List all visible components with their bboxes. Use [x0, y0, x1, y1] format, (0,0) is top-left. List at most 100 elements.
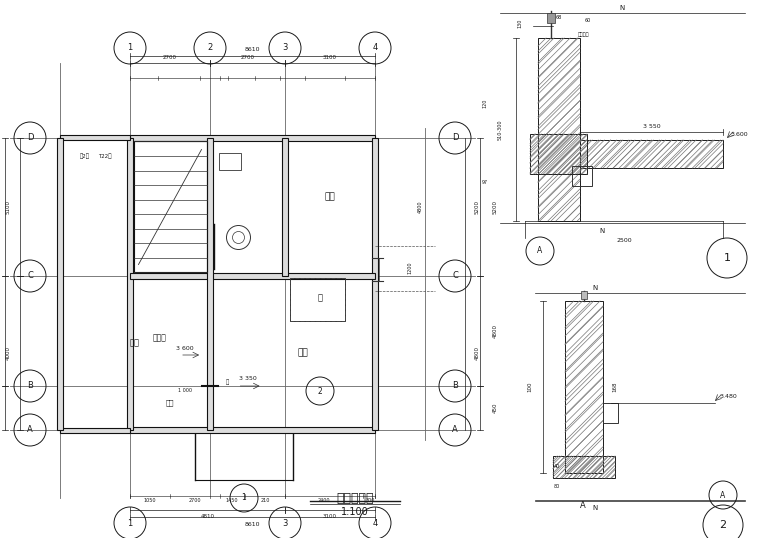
Text: B: B	[27, 381, 33, 391]
Text: 上2跑: 上2跑	[80, 153, 90, 159]
Text: N: N	[592, 285, 597, 291]
Text: 4810: 4810	[201, 513, 214, 519]
Text: 2400: 2400	[318, 499, 331, 504]
Bar	[58, 138, 62, 430]
Bar	[290, 278, 345, 321]
Bar	[565, 301, 603, 473]
Text: A: A	[720, 491, 726, 499]
Text: 1: 1	[128, 44, 133, 53]
Text: 5200: 5200	[474, 200, 480, 214]
Text: 2700: 2700	[240, 55, 255, 60]
Text: 300: 300	[366, 499, 375, 504]
Text: 130: 130	[518, 18, 523, 27]
Text: 4: 4	[372, 44, 378, 53]
Bar	[134, 141, 207, 273]
Text: 2: 2	[720, 520, 727, 530]
Text: C: C	[452, 272, 458, 280]
Text: 1: 1	[128, 519, 133, 527]
Text: 3100: 3100	[323, 55, 337, 60]
Bar	[580, 140, 723, 168]
Bar	[219, 153, 240, 169]
Text: 100: 100	[527, 382, 533, 392]
Text: 3 600: 3 600	[176, 345, 194, 350]
Bar	[130, 427, 375, 433]
Text: 书房室: 书房室	[153, 334, 167, 343]
Bar	[603, 403, 618, 423]
Text: 卡: 卡	[318, 294, 322, 302]
Text: 1:100: 1:100	[341, 507, 369, 517]
Text: 轻质墙土: 轻质墙土	[578, 32, 589, 38]
Text: 4800: 4800	[474, 346, 480, 360]
Text: 4000: 4000	[5, 346, 11, 360]
Text: 5200: 5200	[492, 200, 498, 214]
Bar	[553, 456, 615, 478]
Text: 168: 168	[613, 382, 617, 392]
Text: N: N	[592, 505, 597, 511]
Bar	[60, 428, 130, 433]
Text: 8610: 8610	[245, 47, 260, 53]
Text: 二层平面图: 二层平面图	[336, 492, 374, 505]
Text: 1 000: 1 000	[178, 387, 192, 393]
Bar	[553, 456, 615, 478]
Bar	[530, 134, 587, 174]
Text: 4: 4	[372, 519, 378, 527]
Text: 1200: 1200	[407, 262, 413, 274]
Text: 60: 60	[585, 18, 591, 24]
Text: 5100: 5100	[5, 200, 11, 214]
Bar	[565, 301, 603, 473]
Bar	[290, 278, 345, 321]
Bar	[580, 140, 723, 168]
Text: 3 550: 3 550	[643, 124, 660, 130]
Text: 2500: 2500	[616, 238, 632, 244]
Text: A: A	[452, 426, 458, 435]
Bar	[530, 134, 587, 174]
Bar	[546, 13, 555, 23]
Text: 3: 3	[282, 519, 288, 527]
Text: 2: 2	[318, 386, 322, 395]
Text: B: B	[452, 381, 458, 391]
Text: 客厅: 客厅	[166, 400, 174, 406]
Text: 1: 1	[242, 493, 246, 502]
Bar	[127, 138, 133, 430]
Text: 68: 68	[556, 16, 562, 20]
Text: 1: 1	[724, 253, 730, 263]
Text: 2: 2	[207, 44, 213, 53]
Text: 3.600: 3.600	[731, 132, 749, 138]
Text: N: N	[620, 5, 625, 11]
Text: 3100: 3100	[323, 513, 337, 519]
Text: 40: 40	[554, 464, 560, 470]
Text: 3: 3	[282, 44, 288, 53]
Bar	[538, 38, 580, 221]
Text: D: D	[27, 133, 33, 143]
Text: A: A	[580, 500, 586, 509]
Text: 卧室: 卧室	[325, 193, 335, 202]
Bar	[60, 136, 130, 140]
Text: 客厅: 客厅	[130, 338, 140, 348]
Text: 乙: 乙	[226, 379, 229, 385]
Text: 97: 97	[482, 181, 488, 186]
Text: 1050: 1050	[144, 499, 157, 504]
Bar	[282, 138, 288, 276]
Text: 8610: 8610	[245, 521, 260, 527]
Text: 4800: 4800	[492, 324, 498, 338]
Text: T22跑: T22跑	[98, 153, 112, 159]
Text: 2700: 2700	[163, 55, 177, 60]
Text: 450: 450	[492, 403, 498, 413]
Text: 1450: 1450	[226, 499, 238, 504]
Text: A: A	[27, 426, 33, 435]
Text: 510-300: 510-300	[498, 119, 502, 140]
Text: 2700: 2700	[188, 499, 201, 504]
Bar	[538, 38, 580, 221]
Text: 4800: 4800	[417, 201, 423, 213]
Text: 3 350: 3 350	[239, 376, 256, 380]
Text: 主卧: 主卧	[297, 349, 308, 357]
Bar	[130, 134, 375, 141]
Text: C: C	[27, 272, 33, 280]
Text: 3.480: 3.480	[720, 393, 738, 399]
Text: 120: 120	[483, 98, 487, 108]
Text: 80: 80	[554, 484, 560, 489]
Bar	[581, 291, 587, 299]
Text: N: N	[600, 228, 605, 234]
Bar	[372, 138, 378, 430]
Bar	[572, 166, 592, 186]
